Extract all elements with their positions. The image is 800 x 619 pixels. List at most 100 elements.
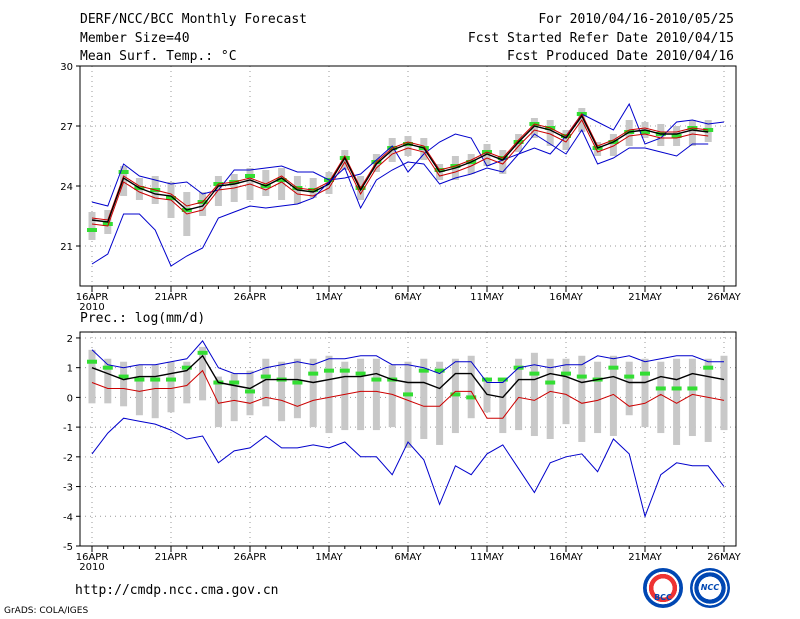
bcc-logo: BCC bbox=[643, 568, 683, 608]
precip-climatology-mark bbox=[324, 368, 334, 373]
precip-climatology-mark bbox=[166, 377, 176, 382]
precip-range-bar bbox=[357, 358, 365, 431]
precip-range-bar bbox=[88, 349, 96, 404]
precip-climatology-mark bbox=[229, 380, 240, 385]
temp-y-tick-label: 24 bbox=[60, 182, 73, 193]
precip-y-tick-label: -4 bbox=[63, 512, 73, 523]
precip-ensemble-mean-line bbox=[91, 354, 725, 399]
precip-title: Prec.: log(mm/d) bbox=[80, 311, 206, 326]
precip-climatology-mark bbox=[371, 377, 382, 382]
precip-x-tick-label: 21MAY bbox=[628, 552, 662, 563]
temp-climatology-mark bbox=[245, 174, 255, 178]
precip-climatology-mark bbox=[482, 377, 492, 382]
grads-credit: GrADS: COLA/IGES bbox=[4, 606, 89, 616]
precip-range-bar bbox=[293, 358, 301, 419]
temp-spread-lower-line bbox=[91, 119, 709, 227]
precip-y-tick-label: -5 bbox=[63, 542, 73, 553]
precip-climatology-mark bbox=[308, 371, 319, 376]
temp-range-bar bbox=[609, 134, 617, 156]
precip-x-year-label: 2010 bbox=[79, 562, 104, 573]
temp-climatology-mark bbox=[276, 178, 287, 182]
precip-range-bar bbox=[483, 379, 491, 413]
precip-ensemble-max-line bbox=[91, 340, 724, 383]
temp-x-tick-label: 21MAY bbox=[628, 292, 662, 303]
precip-climatology-mark bbox=[102, 365, 113, 370]
precip-y-tick-label: 0 bbox=[67, 393, 73, 404]
precip-climatology-mark bbox=[624, 374, 635, 379]
precip-range-bar bbox=[594, 361, 602, 434]
precip-range-bar bbox=[388, 364, 396, 428]
precip-range-bar bbox=[657, 361, 665, 434]
precip-climatology-mark bbox=[355, 371, 366, 376]
temp-range-bar bbox=[546, 120, 554, 146]
temp-climatology-mark bbox=[118, 170, 129, 174]
temp-range-bar bbox=[88, 212, 96, 240]
precip-range-bar bbox=[515, 358, 523, 431]
temp-y-tick-label: 30 bbox=[60, 62, 73, 73]
temp-climatology-mark bbox=[640, 130, 650, 134]
precip-range-bar bbox=[704, 358, 712, 442]
precip-range-bar bbox=[641, 358, 649, 428]
temp-range-bar bbox=[214, 176, 222, 206]
temp-x-year-label: 2010 bbox=[79, 302, 104, 313]
temp-range-bar bbox=[120, 166, 128, 196]
temp-climatology-mark bbox=[166, 196, 176, 200]
temp-x-tick-label: 21APR bbox=[155, 292, 188, 303]
temp-spread-upper-line bbox=[91, 113, 709, 221]
precip-climatology-mark bbox=[418, 368, 429, 373]
precip-climatology-mark bbox=[87, 359, 97, 364]
precip-range-bar bbox=[183, 361, 191, 404]
precip-range-bar bbox=[499, 379, 507, 434]
precip-ensemble-min-line bbox=[91, 417, 725, 518]
precip-range-bar bbox=[562, 358, 570, 425]
temp-climatology-mark bbox=[671, 134, 682, 138]
precip-x-tick-label: 26APR bbox=[234, 552, 267, 563]
source-url[interactable]: http://cmdp.ncc.cma.gov.cn bbox=[75, 583, 279, 598]
precip-range-bar bbox=[135, 364, 143, 416]
precip-range-bar bbox=[420, 358, 428, 439]
precip-range-bar bbox=[578, 355, 586, 442]
precip-range-bar bbox=[278, 361, 286, 422]
produced-date: Fcst Produced Date 2010/04/16 bbox=[507, 49, 734, 64]
temp-range-bar bbox=[688, 120, 696, 146]
chart-title: DERF/NCC/BCC Monthly Forecast bbox=[80, 12, 307, 27]
precip-range-bar bbox=[372, 358, 380, 431]
forecast-period: For 2010/04/16-2010/05/25 bbox=[538, 12, 734, 27]
precip-climatology-mark bbox=[687, 386, 698, 391]
precip-range-bar bbox=[530, 352, 538, 437]
precip-x-tick-label: 21APR bbox=[155, 552, 188, 563]
precip-x-tick-label: 26MAY bbox=[707, 552, 741, 563]
precip-climatology-mark bbox=[545, 380, 556, 385]
precip-x-tick-label: 1MAY bbox=[315, 552, 343, 563]
precip-y-tick-label: 1 bbox=[67, 364, 73, 375]
temp-climatology-mark bbox=[102, 222, 113, 226]
precip-climatology-mark bbox=[529, 371, 540, 376]
precip-range-bar bbox=[230, 373, 238, 422]
temp-y-tick-label: 21 bbox=[60, 242, 73, 253]
temp-x-tick-label: 1MAY bbox=[315, 292, 343, 303]
precip-x-tick-label: 11MAY bbox=[470, 552, 504, 563]
temp-ensemble-mean-line bbox=[91, 114, 709, 223]
precip-y-tick-label: -3 bbox=[63, 483, 73, 494]
temp-range-bar bbox=[262, 170, 270, 196]
temp-x-tick-label: 6MAY bbox=[394, 292, 422, 303]
precip-range-bar bbox=[151, 364, 159, 419]
precip-range-bar bbox=[436, 361, 444, 445]
precip-range-bar bbox=[214, 376, 222, 428]
precip-climatology-mark bbox=[640, 371, 650, 376]
precip-y-tick-label: -2 bbox=[63, 453, 73, 464]
precip-range-bar bbox=[625, 361, 633, 416]
precip-climatology-mark bbox=[434, 368, 445, 373]
precip-climatology-mark bbox=[576, 374, 587, 379]
precip-climatology-mark bbox=[260, 374, 271, 379]
precip-climatology-mark bbox=[134, 377, 145, 382]
temp-range-bar bbox=[562, 130, 570, 150]
temp-x-tick-label: 16APR bbox=[76, 292, 109, 303]
bcc-logo-text: BCC bbox=[654, 593, 672, 602]
refer-date: Fcst Started Refer Date 2010/04/15 bbox=[467, 31, 734, 46]
precip-range-bar bbox=[467, 355, 475, 419]
variable-label: Mean Surf. Temp.: °C bbox=[80, 49, 237, 64]
precip-spread-lower-line bbox=[91, 369, 725, 419]
precip-climatology-mark bbox=[403, 392, 413, 397]
